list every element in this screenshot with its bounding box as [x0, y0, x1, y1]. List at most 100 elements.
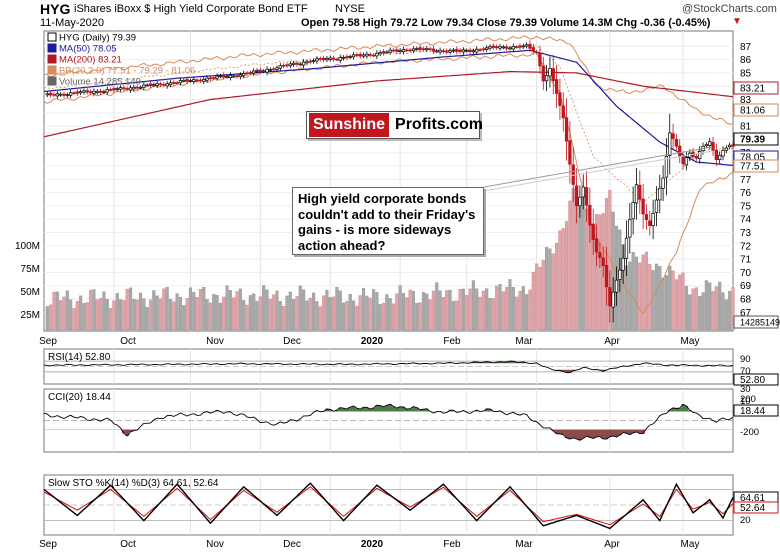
bb-upper-line	[43, 35, 734, 125]
volume-bar	[558, 230, 562, 331]
change-down-arrow: ▼	[732, 16, 742, 27]
candle-body	[718, 154, 722, 160]
candle-body	[288, 63, 292, 67]
price-x-mar: Mar	[515, 336, 533, 347]
candle-body	[448, 50, 452, 53]
volume-bar	[468, 288, 472, 331]
volume-bar	[338, 290, 342, 331]
candle-body	[465, 49, 469, 52]
volume-bar	[501, 291, 505, 331]
legend-ma200-swatch	[47, 54, 57, 64]
volume-bar	[175, 293, 179, 331]
candle-body	[168, 82, 173, 86]
candle-body	[361, 54, 366, 57]
volume-bar	[548, 248, 552, 331]
candle-body	[52, 94, 56, 96]
volume-bar	[538, 266, 542, 331]
candle-body	[418, 47, 422, 51]
volume-bar	[648, 264, 652, 331]
rsi-tick-70: 70	[740, 366, 751, 377]
candle-body	[435, 50, 439, 53]
volume-bar	[215, 294, 219, 331]
candle-body	[514, 46, 519, 49]
volume-bar	[138, 292, 143, 331]
volume-bar	[561, 228, 565, 331]
volume-bar	[518, 291, 522, 331]
volume-bar	[69, 299, 73, 331]
candle-body	[421, 48, 426, 51]
chart-header: HYG iShares iBoxx $ High Yield Corporate…	[0, 0, 780, 30]
candle-body	[225, 76, 229, 78]
volume-bar	[375, 292, 379, 331]
candle-body	[295, 62, 299, 65]
legend-bb: BB(20,2.0) 77.51 - 79.29 - 81.06	[59, 66, 195, 77]
volume-bar	[165, 286, 169, 331]
candle-body	[534, 51, 539, 54]
volume-bar	[684, 285, 688, 331]
price-tick-85: 85	[740, 68, 752, 79]
volume-bar	[644, 251, 649, 331]
candle-body	[445, 50, 449, 53]
candle-body	[182, 80, 186, 82]
logo-part-1: Sunshine	[309, 113, 390, 137]
legend-ma50-swatch	[47, 43, 57, 53]
volume-bar	[128, 287, 133, 331]
candle-body	[355, 54, 359, 56]
candle-body	[152, 84, 156, 86]
volume-bar	[521, 286, 525, 331]
annotation-pointer-shadow	[483, 150, 713, 192]
volume-bar	[395, 293, 399, 331]
volume-bar	[49, 304, 53, 331]
volume-bar	[258, 296, 262, 331]
volume-bar	[628, 261, 632, 331]
candle-body	[208, 77, 213, 80]
stockcharts-credit: @StockCharts.com	[682, 3, 777, 15]
candle-body	[438, 49, 442, 53]
candle-body	[62, 93, 66, 96]
candle-body	[55, 93, 59, 97]
volume-bar	[168, 298, 173, 331]
volume-bar	[89, 290, 93, 331]
price-tick-71: 71	[740, 255, 752, 266]
candle-body	[268, 68, 272, 71]
legend-ma50: MA(50) 78.05	[59, 44, 117, 55]
candle-body	[505, 46, 509, 49]
sto-x-sep: Sep	[39, 539, 57, 550]
candle-body	[548, 68, 552, 77]
volume-bar	[228, 290, 232, 331]
candle-body	[425, 48, 429, 51]
candle-body	[258, 69, 263, 72]
price-x-nov: Nov	[206, 336, 224, 347]
price-tick-76: 76	[740, 188, 752, 199]
ohlc-readout: Open 79.58 High 79.72 Low 79.34 Close 79…	[301, 17, 711, 29]
candle-body	[188, 80, 193, 82]
candle-body	[594, 238, 599, 253]
candle-body	[385, 51, 389, 54]
price-tag-83.21: 83.21	[740, 84, 765, 95]
candle-body	[411, 48, 416, 52]
price-tick-81: 81	[740, 122, 752, 133]
price-x-sep: Sep	[39, 336, 57, 347]
volume-bar	[295, 296, 299, 331]
candle-body	[568, 140, 572, 165]
volume-bar	[701, 292, 705, 331]
candle-body	[58, 93, 63, 96]
candle-body	[398, 49, 402, 52]
volume-bar	[345, 300, 349, 331]
volume-bar	[252, 293, 256, 331]
sto-tick-20: 20	[740, 515, 751, 526]
candle-body	[205, 77, 209, 81]
volume-bar	[308, 297, 312, 331]
volume-bar	[408, 289, 412, 331]
candle-body	[282, 64, 286, 67]
legend-symbol-swatch	[47, 32, 57, 42]
candle-body	[68, 92, 73, 96]
volume-bar	[245, 304, 249, 331]
volume-bar	[405, 297, 409, 331]
volume-bar	[268, 298, 272, 331]
volume-bar	[515, 296, 519, 331]
candle-body	[708, 141, 712, 146]
volume-bar	[335, 287, 339, 331]
volume-bar	[541, 259, 545, 331]
volume-bar	[505, 287, 509, 331]
